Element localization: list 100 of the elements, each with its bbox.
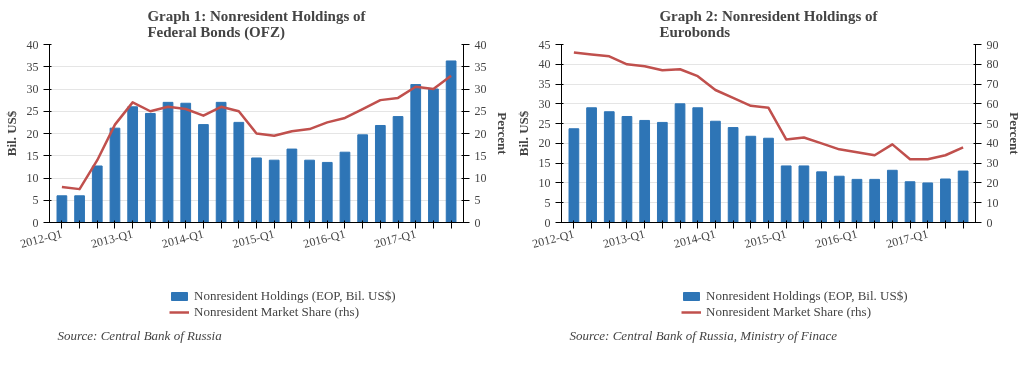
y2-tick-label: 10 [986,195,999,210]
line-series [572,51,965,161]
x-tick-label: 2014-Q1 [672,226,718,251]
y-tick-label: 15 [26,148,39,163]
bar [321,161,333,223]
bar [639,119,651,223]
legend-label: Nonresident Holdings (EOP, Bil. US$) [706,288,908,304]
y2-tick-label: 70 [986,77,999,92]
y2-tick-label: 40 [986,136,999,151]
y2-tick-label: 10 [474,171,487,185]
x-tick-label: 2013-Q1 [601,226,647,251]
bar [374,124,386,223]
y-tick-label: 30 [26,82,39,96]
bar [833,175,845,223]
y2-tick-label: 50 [986,116,999,131]
y-tick-label: 35 [538,77,551,92]
y2-tick-label: 20 [986,175,999,190]
bar [886,169,898,223]
bar [180,102,192,223]
bar [692,107,704,223]
y2-axis-title: Percent [494,112,510,156]
y-tick-label: 35 [26,59,39,74]
y2-tick-label: 40 [474,37,487,52]
y-tick-label: 20 [26,126,39,141]
source-note: Source: Central Bank of Russia, Ministry of Finace [569,327,838,343]
y2-tick-label: 60 [986,96,999,111]
x-tick-label: 2016-Q1 [301,226,347,251]
line-series [60,74,453,191]
y2-tick-label: 35 [474,59,487,74]
bar [339,151,351,223]
x-tick-label: 2016-Q1 [813,226,859,251]
bar [251,157,262,223]
bar [445,60,457,223]
bar [710,120,721,223]
bar [656,121,668,223]
bar [109,127,121,223]
y2-tick-label: 5 [474,193,481,208]
x-tick-label: 2015-Q1 [743,226,788,251]
bar [586,107,597,223]
y-tick-label: 45 [538,37,551,52]
legend-label: Nonresident Holdings (EOP, Bil. US$) [194,288,396,304]
y2-tick-label: 15 [474,148,487,163]
bar [56,195,68,223]
y-tick-label: 25 [26,104,39,119]
bar [428,88,439,223]
y2-tick-label: 90 [986,37,999,52]
bar [904,181,916,223]
bar [798,165,810,223]
source-note: Source: Central Bank of Russia [57,327,223,343]
bar [816,171,827,223]
y-tick-label: 30 [538,96,551,111]
bar [957,170,969,223]
y-axis-title: Bil. US$ [515,110,531,157]
bar [286,148,298,223]
bar [91,165,103,223]
y-tick-label: 10 [26,171,39,185]
x-tick-label: 2015-Q1 [231,226,276,251]
x-tick-label: 2017-Q1 [884,226,930,251]
y2-tick-label: 30 [474,82,487,96]
chart-title: Graph 1: Nonresident Holdings of Federal Bonds (OFZ) [147,7,367,41]
y-tick-label: 5 [544,195,551,210]
y2-axis-title: Percent [1006,112,1022,156]
y2-tick-label: 25 [474,104,487,119]
bar [144,112,156,223]
bar [869,178,881,223]
bar [674,103,686,223]
bar [357,134,369,223]
bar [127,106,139,223]
bar [940,178,951,223]
bar [621,115,633,223]
bar [74,195,85,223]
bar [780,165,792,223]
bar [198,124,209,223]
x-tick-label: 2013-Q1 [89,226,135,251]
bar [745,135,757,223]
bar [268,159,280,223]
bar [727,127,739,223]
y2-tick-label: 30 [986,156,999,171]
bar [233,121,245,223]
x-tick-label: 2014-Q1 [160,226,206,251]
x-tick-label: 2017-Q1 [372,226,418,251]
bar [162,101,174,223]
bar [304,159,315,223]
y-axis-title: Bil. US$ [3,110,19,157]
bar [851,178,863,223]
legend-label: Nonresident Market Share (rhs) [706,304,871,320]
y-tick-label: 15 [538,156,551,171]
bar [922,182,934,223]
y-tick-label: 40 [538,57,551,72]
bar [568,128,580,223]
y2-tick-label: 20 [474,126,487,141]
y-tick-label: 25 [538,116,551,131]
y-tick-label: 10 [538,175,551,190]
bar [763,137,774,223]
bar [603,111,615,223]
y-tick-label: 40 [26,37,39,52]
y2-tick-label: 0 [986,215,993,230]
chart-title: Graph 2: Nonresident Holdings of Eurobonds [659,7,879,40]
y-tick-label: 5 [32,193,39,208]
bar [215,101,227,223]
